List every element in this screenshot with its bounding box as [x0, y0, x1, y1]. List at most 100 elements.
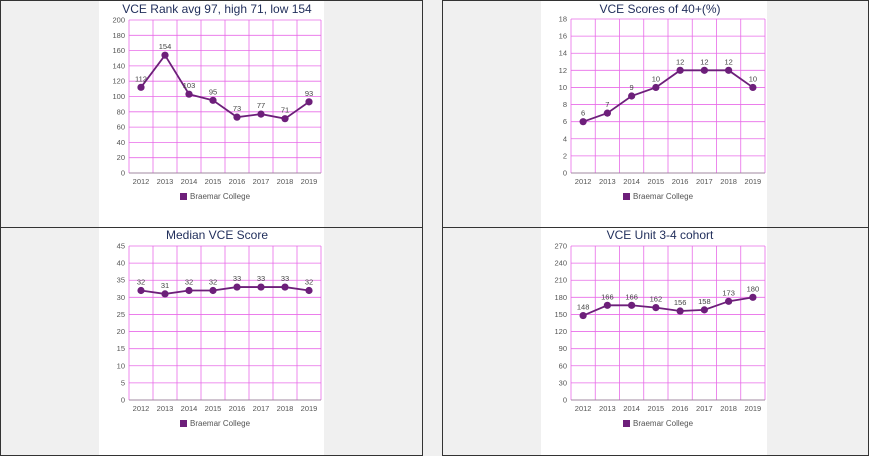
x-tick-label: 2012: [575, 177, 592, 186]
data-label: 166: [625, 292, 638, 301]
x-tick-label: 2012: [133, 177, 150, 186]
x-tick-label: 2014: [623, 404, 640, 413]
series-line-braemar-college: [582, 69, 754, 123]
data-point: [281, 115, 289, 123]
x-tick-label: 2017: [696, 404, 713, 413]
x-tick-label: 2017: [253, 177, 270, 186]
y-tick-label: 0: [563, 169, 567, 178]
data-point: [676, 307, 684, 315]
data-label: 73: [233, 104, 241, 113]
data-point: [700, 66, 708, 74]
y-tick-label: 240: [554, 259, 567, 268]
x-tick-label: 2017: [696, 177, 713, 186]
data-label: 32: [137, 277, 145, 286]
data-label: 10: [652, 74, 660, 83]
data-label: 148: [577, 303, 590, 312]
data-point: [161, 290, 169, 298]
y-tick-label: 5: [121, 378, 125, 387]
data-point: [305, 286, 313, 295]
data-label: 112: [135, 74, 147, 83]
x-tick-label: 2019: [745, 177, 762, 186]
y-tick-label: 25: [117, 310, 125, 319]
legend-swatch: [623, 193, 630, 200]
y-tick-label: 20: [117, 153, 125, 162]
y-tick-label: 16: [559, 32, 567, 41]
data-label: 71: [281, 106, 289, 115]
data-label: 32: [209, 277, 217, 286]
data-label: 33: [281, 274, 289, 283]
y-tick-label: 45: [117, 242, 125, 251]
data-label: 31: [161, 281, 169, 290]
chart-title: VCE Rank avg 97, high 71, low 154: [122, 2, 312, 16]
x-tick-label: 2017: [253, 404, 270, 413]
y-tick-label: 60: [559, 361, 567, 370]
data-label: 93: [305, 89, 313, 98]
y-tick-label: 120: [554, 327, 567, 336]
chart-title: VCE Scores of 40+(%): [599, 2, 720, 16]
data-point: [700, 306, 708, 314]
data-point: [305, 98, 313, 106]
legend-swatch: [180, 420, 187, 427]
chart-card: VCE Unit 3-4 cohort 0 30 60 90 120 150 180 210 24…: [541, 228, 767, 455]
chart-title: Median VCE Score: [166, 228, 268, 242]
data-point: [676, 66, 684, 74]
x-tick-label: 2015: [648, 177, 665, 186]
y-tick-label: 4: [563, 134, 567, 143]
data-point: [257, 110, 265, 118]
data-point: [161, 51, 169, 59]
legend-swatch: [623, 420, 630, 427]
data-point: [137, 83, 145, 91]
y-tick-label: 270: [554, 242, 567, 251]
x-tick-label: 2015: [205, 177, 222, 186]
x-tick-label: 2013: [157, 177, 174, 186]
data-point: [137, 286, 145, 295]
y-tick-label: 60: [117, 123, 125, 132]
y-tick-label: 12: [559, 66, 567, 75]
data-point: [579, 311, 587, 320]
data-label: 154: [159, 42, 172, 51]
data-point: [652, 304, 660, 312]
chart-panel-vce-rank: VCE Rank avg 97, high 71, low 154 0 20 40 60…: [0, 0, 423, 228]
chart-title: VCE Unit 3-4 cohort: [607, 228, 714, 242]
data-point: [749, 293, 757, 301]
series-line-braemar-college: [140, 286, 310, 295]
data-label: 6: [581, 109, 585, 118]
data-point: [233, 113, 241, 121]
x-tick-label: 2014: [181, 177, 198, 186]
data-label: 7: [605, 100, 609, 109]
data-point: [185, 286, 193, 295]
data-label: 180: [747, 284, 760, 293]
line-chart-median-vce: Median VCE Score 0 5 10 15 20 25 30 35 40 45 2012 20…: [117, 228, 322, 428]
data-label: 12: [700, 57, 708, 66]
data-label: 33: [233, 274, 241, 283]
chart-panel-median-vce: Median VCE Score 0 5 10 15 20 25 30 35 40 45 2012 20…: [0, 227, 423, 456]
data-point: [185, 90, 193, 98]
series-line-braemar-college: [140, 53, 310, 120]
x-tick-label: 2019: [301, 177, 318, 186]
legend-label: Braemar College: [633, 419, 694, 428]
data-point: [579, 118, 587, 126]
x-tick-label: 2019: [745, 404, 762, 413]
data-label: 10: [749, 74, 757, 83]
chart-card: VCE Rank avg 97, high 71, low 154 0 20 40 60…: [99, 1, 324, 227]
data-point: [749, 83, 757, 92]
legend-label: Braemar College: [190, 419, 251, 428]
legend-label: Braemar College: [190, 192, 251, 201]
y-tick-label: 0: [563, 396, 567, 405]
x-tick-label: 2018: [720, 404, 737, 413]
x-tick-label: 2016: [229, 404, 246, 413]
x-tick-label: 2014: [623, 177, 640, 186]
line-chart-vce-scores-40: VCE Scores of 40+(%) 0 2 4 6 8 10 12 14 16 18 2012 2…: [559, 2, 766, 201]
y-tick-label: 30: [117, 293, 125, 302]
x-tick-label: 2015: [648, 404, 665, 413]
data-label: 32: [185, 277, 193, 286]
x-tick-label: 2016: [672, 404, 689, 413]
y-tick-label: 20: [117, 327, 125, 336]
y-tick-label: 100: [112, 92, 125, 101]
data-label: 12: [724, 57, 732, 66]
y-tick-label: 180: [112, 31, 125, 40]
data-label: 166: [601, 292, 614, 301]
data-point: [725, 66, 733, 74]
y-tick-label: 18: [559, 15, 567, 24]
y-tick-label: 15: [117, 344, 125, 353]
